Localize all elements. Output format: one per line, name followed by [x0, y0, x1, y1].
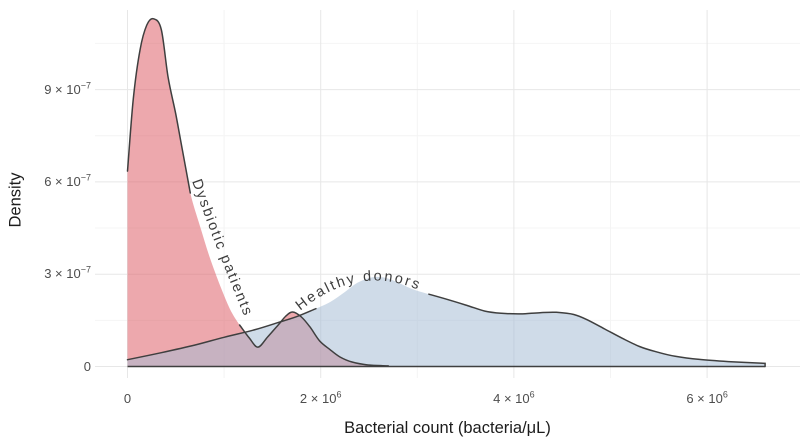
y-tick-label: 9 × 10−7: [44, 80, 91, 97]
dysbiotic-patients-density-area: [127, 18, 389, 367]
healthy-donors-density-outline: [428, 293, 766, 368]
y-axis-title: Density: [6, 172, 25, 228]
healthy-donors-density-area: [127, 276, 766, 367]
dysbiotic-patients-density-outline: [126, 17, 192, 194]
x-tick-label: 4 × 106: [493, 389, 535, 406]
x-tick-label: 2 × 106: [299, 389, 342, 406]
density-outlines: [126, 17, 766, 368]
x-tick-label: 0: [123, 391, 132, 406]
y-tick-label: 6 × 10−7: [44, 172, 91, 189]
x-axis-title: Bacterial count (bacteria/μL): [344, 419, 551, 437]
healthy-donors-density-outline: [126, 307, 317, 361]
y-tick-label: 0: [83, 358, 91, 374]
dysbiotic-patients-density-outline: [238, 311, 390, 367]
x-tick-label: 6 × 106: [686, 389, 728, 406]
density-areas: [127, 18, 766, 367]
y-tick-label: 3 × 10−7: [44, 264, 91, 282]
